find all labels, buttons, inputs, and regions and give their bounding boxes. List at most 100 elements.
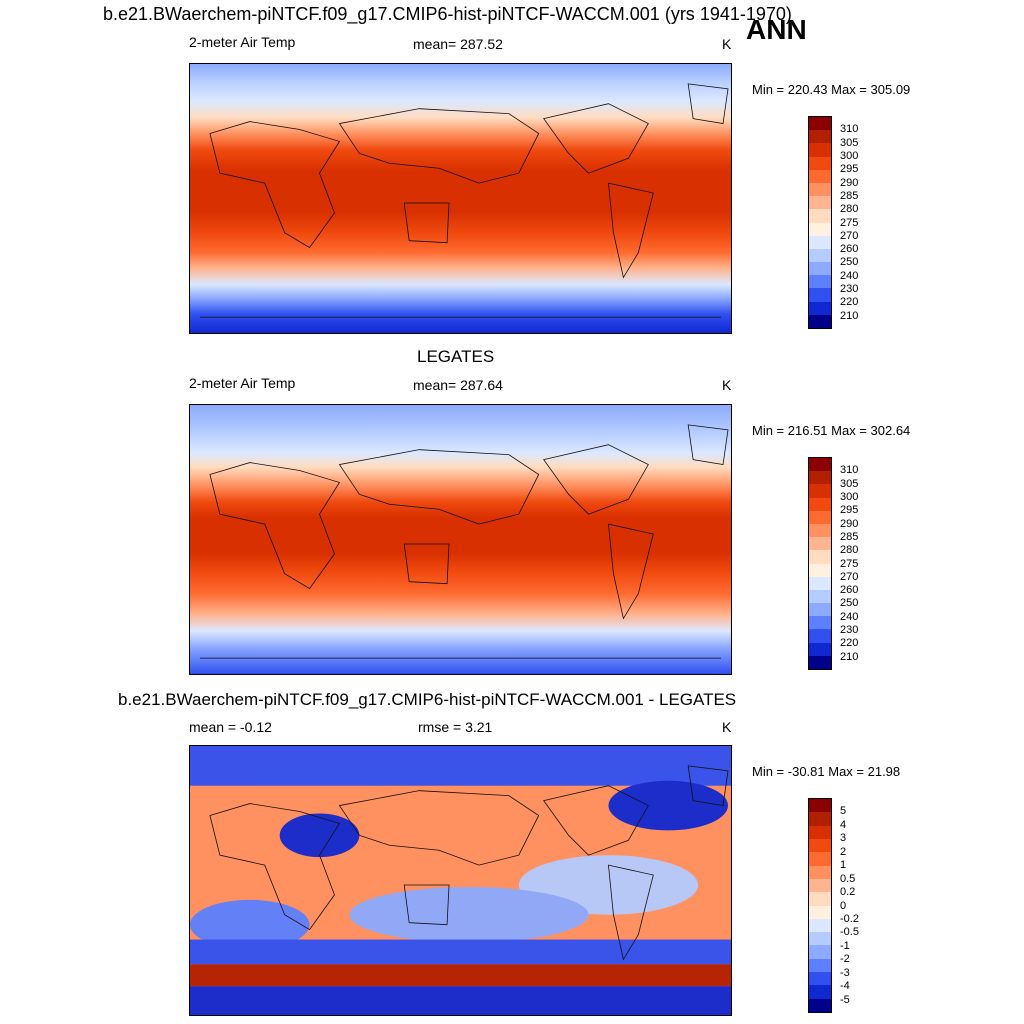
difference-map — [189, 745, 732, 1016]
colorbar — [808, 798, 832, 1013]
colorbar-tick-label: 0.5 — [840, 872, 856, 885]
colorbar-swatch — [809, 523, 831, 538]
temperature-map — [189, 63, 732, 334]
colorbar-swatch — [809, 945, 831, 959]
colorbar-swatch — [809, 235, 831, 249]
colorbar-tick-label: 0.2 — [840, 886, 856, 899]
colorbar-tick-label: 240 — [840, 269, 859, 282]
colorbar-swatch — [809, 510, 831, 524]
colorbar-tick-label: -1 — [840, 939, 850, 952]
colorbar-swatch — [809, 537, 831, 551]
colorbar-tick-label: -3 — [840, 966, 850, 979]
colorbar-swatch — [809, 222, 831, 236]
colorbar-tick-label: 290 — [840, 176, 859, 189]
colorbar-swatch — [809, 629, 831, 643]
colorbar-swatch — [809, 799, 831, 813]
colorbar-swatch — [809, 484, 831, 498]
units-label: K — [722, 719, 732, 735]
units-label: K — [722, 377, 732, 393]
colorbar-swatch — [809, 576, 831, 590]
colorbar-tick-label: 250 — [840, 256, 859, 269]
colorbar-swatch — [809, 550, 831, 564]
colorbar-swatch — [809, 275, 831, 289]
temperature-map — [189, 404, 732, 675]
colorbar-swatch — [809, 825, 831, 839]
colorbar-tick-label: 290 — [840, 517, 859, 530]
colorbar-tick-label: 230 — [840, 624, 859, 637]
colorbar-swatch — [809, 655, 831, 669]
min-max-label: Min = -30.81 Max = 21.98 — [752, 764, 901, 779]
season-label: ANN — [746, 14, 807, 45]
colorbar-tick-label: 1 — [840, 859, 847, 872]
colorbar-tick-label: 210 — [840, 309, 859, 322]
colorbar-tick-label: 285 — [840, 189, 859, 202]
colorbar-swatch — [809, 892, 831, 906]
colorbar-swatch — [809, 196, 831, 210]
colorbar-swatch — [809, 288, 831, 302]
colorbar-swatch — [809, 209, 831, 223]
colorbar-tick-label: 310 — [840, 464, 859, 477]
colorbar-tick-label: 305 — [840, 477, 859, 490]
colorbar-swatch — [809, 932, 831, 946]
colorbar-swatch — [809, 248, 831, 263]
colorbar — [808, 116, 832, 329]
colorbar-tick-label: 295 — [840, 504, 859, 517]
colorbar-swatch — [809, 998, 831, 1012]
colorbar-swatch — [809, 458, 831, 472]
mean-label: mean= 287.64 — [413, 377, 503, 393]
colorbar-swatch — [809, 182, 831, 197]
colorbar-swatch — [809, 589, 831, 604]
colorbar-swatch — [809, 169, 831, 183]
colorbar-swatch — [809, 603, 831, 617]
colorbar-tick-label: -2 — [840, 953, 850, 966]
colorbar-swatch — [809, 301, 831, 315]
colorbar-tick-label: 5 — [840, 805, 847, 818]
colorbar-tick-label: 260 — [840, 584, 859, 597]
colorbar-swatch — [809, 838, 831, 853]
colorbar-tick-label: 270 — [840, 229, 859, 242]
colorbar-tick-label: 300 — [840, 490, 859, 503]
colorbar-tick-label: 220 — [840, 296, 859, 309]
colorbar-swatch — [809, 314, 831, 328]
colorbar-tick-label: 240 — [840, 610, 859, 623]
colorbar-tick-label: 285 — [840, 530, 859, 543]
colorbar-tick-label: 2 — [840, 845, 847, 858]
colorbar-swatch — [809, 262, 831, 276]
colorbar-tick-label: 4 — [840, 818, 847, 831]
min-max-label: Min = 216.51 Max = 302.64 — [752, 423, 911, 438]
colorbar-swatch — [809, 471, 831, 485]
colorbar-swatch — [809, 905, 831, 919]
colorbar-tick-label: -5 — [840, 993, 850, 1006]
colorbar-swatch — [809, 985, 831, 999]
colorbar-swatch — [809, 812, 831, 826]
colorbar-tick-label: 305 — [840, 136, 859, 149]
colorbar-tick-label: 220 — [840, 637, 859, 650]
colorbar-swatch — [809, 497, 831, 511]
colorbar-tick-label: 280 — [840, 203, 859, 216]
mean-label: mean= 287.52 — [413, 36, 503, 52]
colorbar-tick-label: 230 — [840, 283, 859, 296]
colorbar-tick-label: 260 — [840, 243, 859, 256]
min-max-label: Min = 220.43 Max = 305.09 — [752, 82, 911, 97]
colorbar-tick-label: -0.2 — [840, 912, 859, 925]
panel-title: b.e21.BWaerchem-piNTCF.f09_g17.CMIP6-his… — [118, 690, 737, 709]
colorbar-swatch — [809, 117, 831, 131]
colorbar-tick-label: 275 — [840, 216, 859, 229]
mean-label: mean = -0.12 — [189, 719, 272, 735]
colorbar-swatch — [809, 878, 831, 893]
colorbar-swatch — [809, 130, 831, 144]
colorbar-tick-label: 295 — [840, 163, 859, 176]
colorbar-swatch — [809, 642, 831, 656]
colorbar-tick-label: 3 — [840, 832, 847, 845]
colorbar-swatch — [809, 616, 831, 630]
colorbar-tick-label: 210 — [840, 650, 859, 663]
variable-label: 2-meter Air Temp — [189, 34, 296, 50]
colorbar-tick-label: 275 — [840, 557, 859, 570]
colorbar-tick-label: 310 — [840, 123, 859, 136]
colorbar-swatch — [809, 156, 831, 170]
colorbar-tick-label: 300 — [840, 149, 859, 162]
colorbar-swatch — [809, 143, 831, 157]
colorbar — [808, 457, 832, 670]
colorbar-tick-label: -4 — [840, 980, 850, 993]
colorbar-tick-label: -0.5 — [840, 926, 859, 939]
